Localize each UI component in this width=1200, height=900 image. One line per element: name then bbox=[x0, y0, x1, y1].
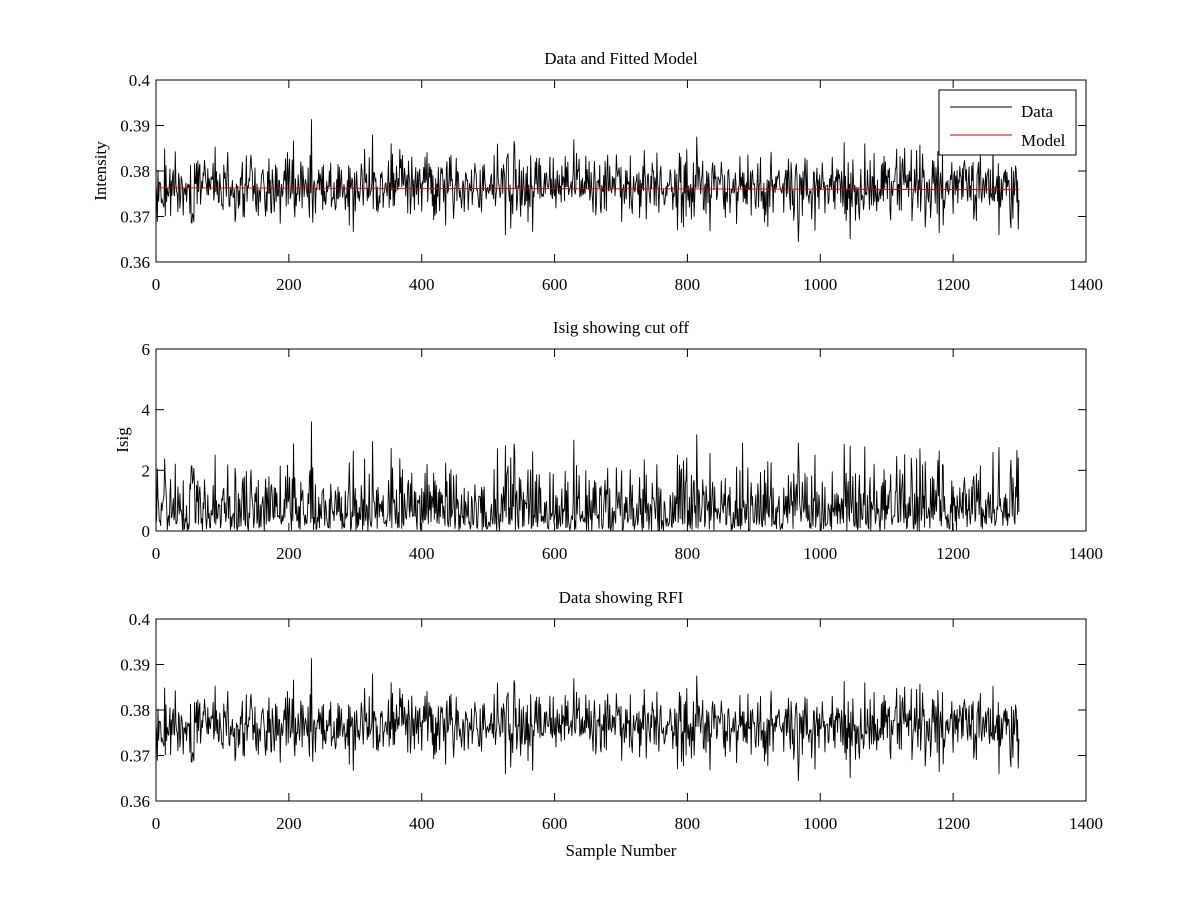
panel-3-plot bbox=[155, 658, 1020, 781]
x-tick-label: 1200 bbox=[936, 275, 970, 294]
panel-2-axes: 0 200 400 600 800 1000 1200 1400 0 2 4 6 bbox=[142, 340, 1104, 563]
panel-data-rfi: Data showing RFI Sample Number 0 200 400 60… bbox=[120, 588, 1103, 860]
panel-2-frame bbox=[155, 348, 1087, 532]
x-tick-label: 1200 bbox=[936, 544, 970, 563]
panel-1-plot bbox=[155, 119, 1020, 242]
y-tick-label: 0.37 bbox=[120, 208, 150, 227]
x-tick-label: 200 bbox=[276, 814, 302, 833]
x-tick-label: 200 bbox=[276, 275, 302, 294]
y-tick-label: 4 bbox=[142, 401, 151, 420]
panel-3-xlabel: Sample Number bbox=[566, 841, 677, 860]
series-line-data bbox=[155, 119, 1020, 242]
series-line-model bbox=[155, 187, 1020, 191]
x-tick-label: 800 bbox=[675, 275, 701, 294]
y-tick-label: 2 bbox=[142, 461, 151, 480]
y-tick-label: 0 bbox=[142, 522, 151, 541]
y-tick-label: 0.4 bbox=[129, 71, 151, 90]
panel-isig: Isig showing cut off Isig 0 200 400 600 800 1… bbox=[113, 318, 1103, 563]
x-tick-label: 1400 bbox=[1069, 814, 1103, 833]
panel-1-axes: 0 200 400 600 800 1000 1200 1400 0.36 0.37 0.38 0.3… bbox=[120, 71, 1103, 294]
x-tick-label: 1000 bbox=[803, 275, 837, 294]
legend-label-model: Model bbox=[1021, 131, 1066, 150]
panel-data-and-model: Data and Fitted Model Intensity 0 200 400 6… bbox=[91, 49, 1103, 294]
x-tick-label: 600 bbox=[542, 275, 568, 294]
panel-2-plot bbox=[155, 421, 1020, 532]
y-tick-label: 0.39 bbox=[120, 656, 150, 675]
x-tick-label: 1000 bbox=[803, 544, 837, 563]
panel-3-axes: 0 200 400 600 800 1000 1200 1400 0.36 0.37 0.38 0.3… bbox=[120, 610, 1103, 833]
panel-3-title: Data showing RFI bbox=[559, 588, 684, 607]
x-tick-label: 400 bbox=[409, 275, 435, 294]
x-tick-label: 1200 bbox=[936, 814, 970, 833]
legend: Data Model bbox=[938, 89, 1077, 156]
x-tick-label: 400 bbox=[409, 544, 435, 563]
x-tick-label: 0 bbox=[152, 544, 161, 563]
x-tick-label: 1400 bbox=[1069, 544, 1103, 563]
series-line-trace bbox=[155, 421, 1020, 532]
x-tick-label: 0 bbox=[152, 275, 161, 294]
y-tick-label: 0.4 bbox=[129, 610, 151, 629]
series-line-trace bbox=[155, 658, 1020, 781]
panel-1-title: Data and Fitted Model bbox=[544, 49, 698, 68]
y-tick-label: 6 bbox=[142, 340, 151, 359]
x-tick-label: 0 bbox=[152, 814, 161, 833]
y-tick-label: 0.39 bbox=[120, 117, 150, 136]
x-tick-label: 1000 bbox=[803, 814, 837, 833]
panel-1-ylabel: Intensity bbox=[91, 141, 110, 201]
x-tick-label: 800 bbox=[675, 544, 701, 563]
x-tick-label: 200 bbox=[276, 544, 302, 563]
x-tick-label: 400 bbox=[409, 814, 435, 833]
y-tick-label: 0.38 bbox=[120, 162, 150, 181]
x-tick-label: 600 bbox=[542, 814, 568, 833]
y-tick-label: 0.36 bbox=[120, 792, 150, 811]
panel-2-title: Isig showing cut off bbox=[553, 318, 689, 337]
y-tick-label: 0.38 bbox=[120, 701, 150, 720]
legend-box bbox=[938, 89, 1077, 156]
y-tick-label: 0.37 bbox=[120, 747, 150, 766]
x-tick-label: 600 bbox=[542, 544, 568, 563]
legend-label-data: Data bbox=[1021, 102, 1054, 121]
y-tick-label: 0.36 bbox=[120, 253, 150, 272]
x-tick-label: 800 bbox=[675, 814, 701, 833]
panel-2-ylabel: Isig bbox=[113, 427, 132, 453]
x-tick-label: 1400 bbox=[1069, 275, 1103, 294]
